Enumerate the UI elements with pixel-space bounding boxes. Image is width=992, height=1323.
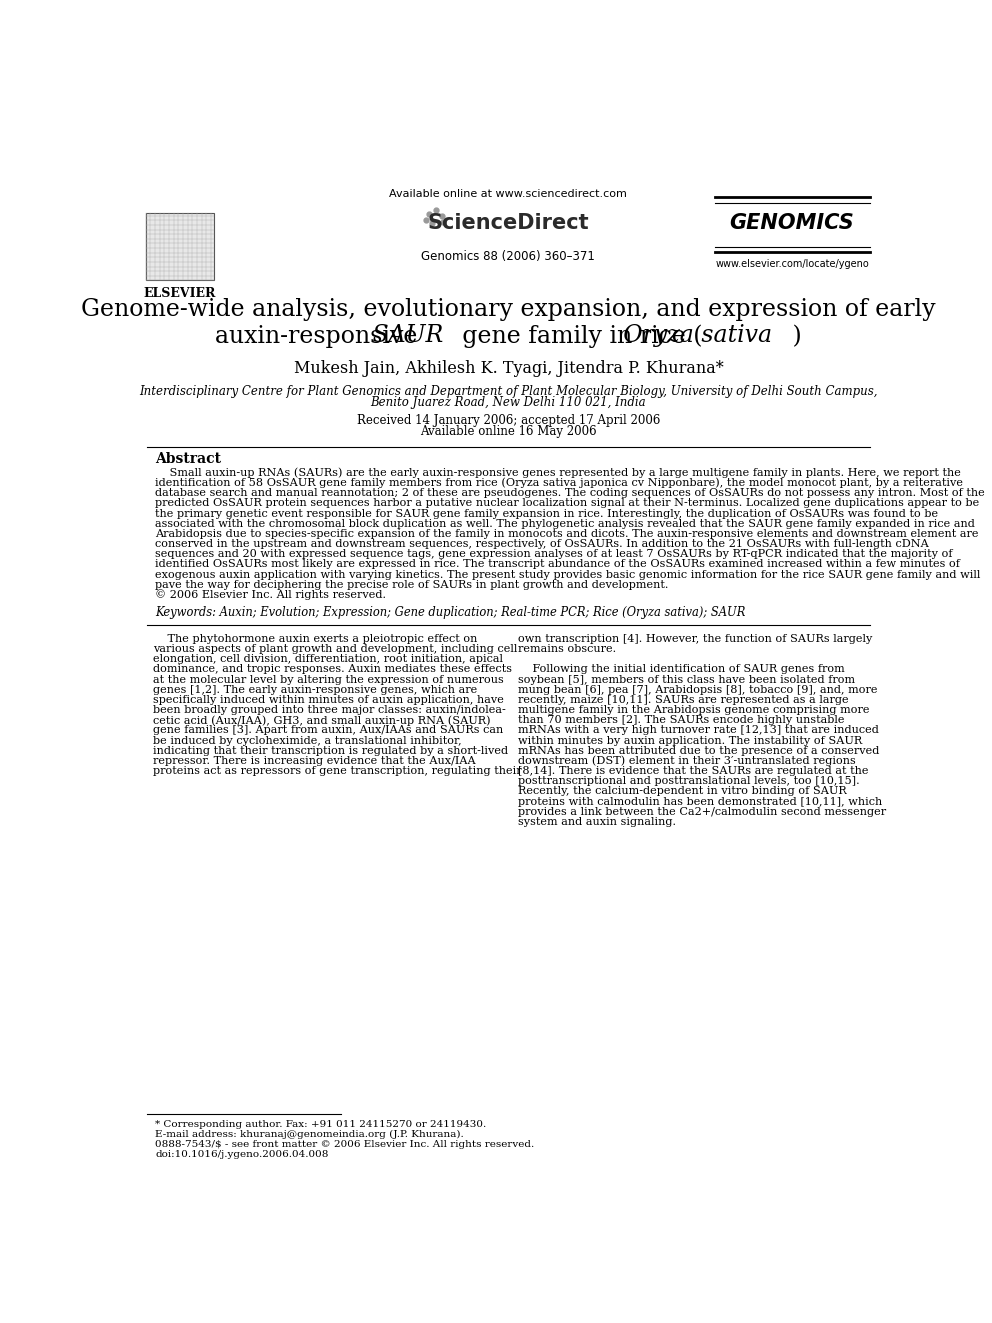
Text: Genomics 88 (2006) 360–371: Genomics 88 (2006) 360–371	[422, 250, 595, 263]
Text: various aspects of plant growth and development, including cell: various aspects of plant growth and deve…	[154, 644, 518, 654]
Text: The phytohormone auxin exerts a pleiotropic effect on: The phytohormone auxin exerts a pleiotro…	[154, 634, 478, 644]
Text: Genome-wide analysis, evolutionary expansion, and expression of early: Genome-wide analysis, evolutionary expan…	[81, 298, 935, 321]
Text: associated with the chromosomal block duplication as well. The phylogenetic anal: associated with the chromosomal block du…	[155, 519, 975, 529]
Text: www.elsevier.com/locate/ygeno: www.elsevier.com/locate/ygeno	[715, 259, 869, 270]
Text: proteins act as repressors of gene transcription, regulating their: proteins act as repressors of gene trans…	[154, 766, 522, 777]
Bar	[146, 213, 214, 280]
Text: mRNAs with a very high turnover rate [12,13] that are induced: mRNAs with a very high turnover rate [12…	[518, 725, 879, 736]
Text: system and auxin signaling.: system and auxin signaling.	[518, 816, 676, 827]
Text: Mukesh Jain, Akhilesh K. Tyagi, Jitendra P. Khurana*: Mukesh Jain, Akhilesh K. Tyagi, Jitendra…	[294, 360, 723, 377]
Text: [8,14]. There is evidence that the SAURs are regulated at the: [8,14]. There is evidence that the SAURs…	[518, 766, 868, 777]
Text: cetic acid (Aux/IAA), GH3, and small auxin-up RNA (SAUR): cetic acid (Aux/IAA), GH3, and small aux…	[154, 714, 491, 725]
Text: ELSEVIER: ELSEVIER	[144, 287, 216, 299]
Text: identified OsSAURs most likely are expressed in rice. The transcript abundance o: identified OsSAURs most likely are expre…	[155, 560, 960, 569]
Text: provides a link between the Ca2+/calmodulin second messenger: provides a link between the Ca2+/calmodu…	[518, 807, 886, 816]
Text: * Corresponding author. Fax: +91 011 24115270 or 24119430.: * Corresponding author. Fax: +91 011 241…	[155, 1119, 486, 1129]
Text: the primary genetic event responsible for SAUR gene family expansion in rice. In: the primary genetic event responsible fo…	[155, 508, 938, 519]
Text: identification of 58 OsSAUR gene family members from rice (Oryza sativa japonica: identification of 58 OsSAUR gene family …	[155, 478, 963, 488]
Text: sequences and 20 with expressed sequence tags, gene expression analyses of at le: sequences and 20 with expressed sequence…	[155, 549, 952, 560]
Text: © 2006 Elsevier Inc. All rights reserved.: © 2006 Elsevier Inc. All rights reserved…	[155, 590, 386, 601]
Text: Benito Juarez Road, New Delhi 110 021, India: Benito Juarez Road, New Delhi 110 021, I…	[371, 396, 646, 409]
Text: been broadly grouped into three major classes: auxin/indolea-: been broadly grouped into three major cl…	[154, 705, 506, 714]
Text: genes [1,2]. The early auxin-responsive genes, which are: genes [1,2]. The early auxin-responsive …	[154, 685, 478, 695]
Text: 0888-7543/$ - see front matter © 2006 Elsevier Inc. All rights reserved.: 0888-7543/$ - see front matter © 2006 El…	[155, 1140, 535, 1148]
Text: Small auxin-up RNAs (SAURs) are the early auxin-responsive genes represented by : Small auxin-up RNAs (SAURs) are the earl…	[155, 467, 961, 478]
Text: downstream (DST) element in their 3′-untranslated regions: downstream (DST) element in their 3′-unt…	[518, 755, 855, 766]
Text: posttranscriptional and posttranslational levels, too [10,15].: posttranscriptional and posttranslationa…	[518, 777, 859, 786]
Text: gene families [3]. Apart from auxin, Aux/IAAs and SAURs can: gene families [3]. Apart from auxin, Aux…	[154, 725, 504, 736]
Text: than 70 members [2]. The SAURs encode highly unstable: than 70 members [2]. The SAURs encode hi…	[518, 716, 844, 725]
Text: recently, maize [10,11]. SAURs are represented as a large: recently, maize [10,11]. SAURs are repre…	[518, 695, 848, 705]
Text: pave the way for deciphering the precise role of SAURs in plant growth and devel: pave the way for deciphering the precise…	[155, 579, 669, 590]
Text: mung bean [6], pea [7], Arabidopsis [8], tobacco [9], and, more: mung bean [6], pea [7], Arabidopsis [8],…	[518, 685, 877, 695]
Text: doi:10.1016/j.ygeno.2006.04.008: doi:10.1016/j.ygeno.2006.04.008	[155, 1150, 328, 1159]
Text: Following the initial identification of SAUR genes from: Following the initial identification of …	[518, 664, 844, 675]
Text: exogenous auxin application with varying kinetics. The present study provides ba: exogenous auxin application with varying…	[155, 570, 980, 579]
Text: within minutes by auxin application. The instability of SAUR: within minutes by auxin application. The…	[518, 736, 862, 746]
Text: own transcription [4]. However, the function of SAURs largely: own transcription [4]. However, the func…	[518, 634, 872, 644]
Text: database search and manual reannotation; 2 of these are pseudogenes. The coding : database search and manual reannotation;…	[155, 488, 985, 499]
Text: be induced by cycloheximide, a translational inhibitor,: be induced by cycloheximide, a translati…	[154, 736, 462, 746]
Text: SAUR                        Oryza sativa: SAUR Oryza sativa	[245, 324, 772, 348]
Text: at the molecular level by altering the expression of numerous: at the molecular level by altering the e…	[154, 675, 504, 684]
Text: indicating that their transcription is regulated by a short-lived: indicating that their transcription is r…	[154, 746, 509, 755]
Text: dominance, and tropic responses. Auxin mediates these effects: dominance, and tropic responses. Auxin m…	[154, 664, 513, 675]
Text: Available online 16 May 2006: Available online 16 May 2006	[420, 425, 597, 438]
Text: elongation, cell division, differentiation, root initiation, apical: elongation, cell division, differentiati…	[154, 655, 504, 664]
Text: conserved in the upstream and downstream sequences, respectively, of OsSAURs. In: conserved in the upstream and downstream…	[155, 538, 929, 549]
Text: GENOMICS: GENOMICS	[730, 213, 854, 233]
Text: Abstract: Abstract	[155, 452, 221, 466]
Text: repressor. There is increasing evidence that the Aux/IAA: repressor. There is increasing evidence …	[154, 755, 476, 766]
Text: Recently, the calcium-dependent in vitro binding of SAUR: Recently, the calcium-dependent in vitro…	[518, 786, 846, 796]
Text: Keywords: Auxin; Evolution; Expression; Gene duplication; Real-time PCR; Rice (O: Keywords: Auxin; Evolution; Expression; …	[155, 606, 745, 619]
Text: Interdisciplinary Centre for Plant Genomics and Department of Plant Molecular Bi: Interdisciplinary Centre for Plant Genom…	[139, 385, 878, 398]
Text: Arabidopsis due to species-specific expansion of the family in monocots and dico: Arabidopsis due to species-specific expa…	[155, 529, 978, 538]
Text: mRNAs has been attributed due to the presence of a conserved: mRNAs has been attributed due to the pre…	[518, 746, 879, 755]
Text: predicted OsSAUR protein sequences harbor a putative nuclear localization signal: predicted OsSAUR protein sequences harbo…	[155, 499, 979, 508]
Text: Available online at www.sciencedirect.com: Available online at www.sciencedirect.co…	[390, 189, 627, 200]
Text: E-mail address: khuranaj@genomeindia.org (J.P. Khurana).: E-mail address: khuranaj@genomeindia.org…	[155, 1130, 463, 1139]
Text: proteins with calmodulin has been demonstrated [10,11], which: proteins with calmodulin has been demons…	[518, 796, 882, 807]
Text: auxin-responsive      gene family in rice (            ): auxin-responsive gene family in rice ( )	[215, 324, 802, 348]
Text: ScienceDirect: ScienceDirect	[428, 213, 589, 233]
Text: specifically induced within minutes of auxin application, have: specifically induced within minutes of a…	[154, 695, 504, 705]
Text: remains obscure.: remains obscure.	[518, 644, 616, 654]
Text: soybean [5], members of this class have been isolated from: soybean [5], members of this class have …	[518, 675, 855, 684]
Text: Received 14 January 2006; accepted 17 April 2006: Received 14 January 2006; accepted 17 Ap…	[357, 414, 660, 427]
Text: multigene family in the Arabidopsis genome comprising more: multigene family in the Arabidopsis geno…	[518, 705, 869, 714]
